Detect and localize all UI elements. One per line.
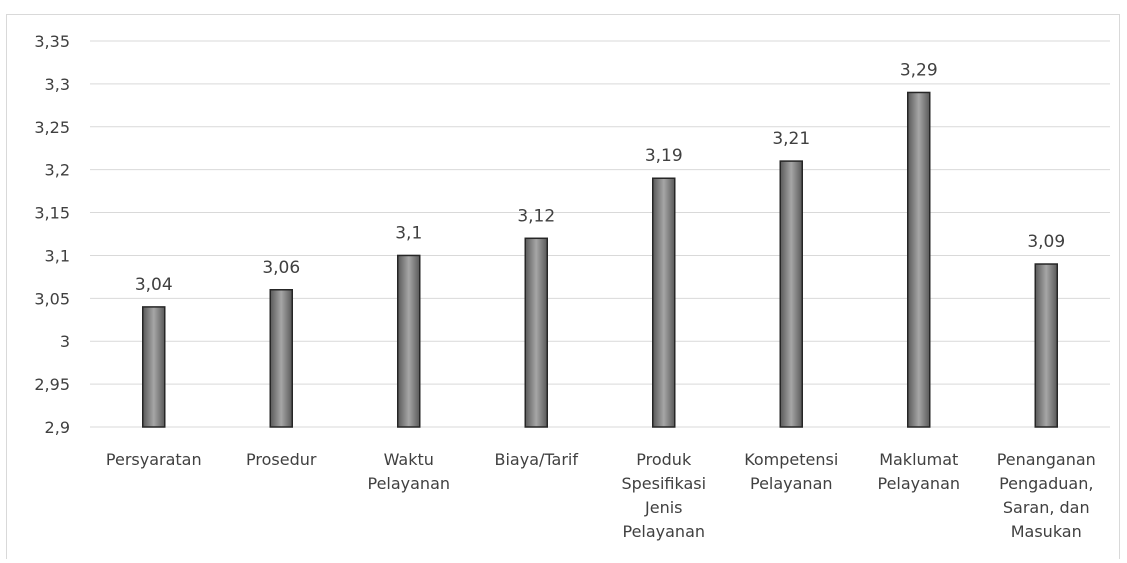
bar <box>524 237 548 428</box>
bar <box>269 289 293 428</box>
y-tick-label: 2,95 <box>34 375 70 394</box>
x-category-label: Penanganan Pengaduan, Saran, dan Masukan <box>997 450 1096 541</box>
y-tick-label: 2,9 <box>45 418 70 437</box>
data-label: 3,06 <box>262 258 300 278</box>
data-label: 3,29 <box>900 60 938 80</box>
y-tick-label: 3 <box>60 332 70 351</box>
bar <box>142 306 166 428</box>
x-category-label: Biaya/Tarif <box>495 450 579 469</box>
y-tick-label: 3,1 <box>45 246 70 265</box>
y-tick-label: 3,05 <box>34 289 70 308</box>
gridlines <box>90 40 1110 428</box>
bar <box>779 160 803 428</box>
y-tick-label: 3,3 <box>45 75 70 94</box>
y-tick-label: 3,2 <box>45 161 70 180</box>
x-category-label: Prosedur <box>246 450 317 469</box>
y-tick-label: 3,35 <box>34 32 70 51</box>
chart-frame <box>6 14 1120 559</box>
x-category-label: Kompetensi Pelayanan <box>744 450 838 493</box>
y-axis-tick-labels: 2,9 2,95 3 3,05 3,1 3,15 3,2 3,25 3,3 3,35 <box>34 32 70 437</box>
data-label: 3,12 <box>517 206 555 226</box>
bar <box>1034 263 1058 428</box>
x-category-label: Maklumat Pelayanan <box>877 450 960 493</box>
bar <box>652 177 676 428</box>
data-labels: 3,04 3,06 3,1 3,12 3,19 3,21 3,29 3,09 <box>135 60 1065 294</box>
data-label: 3,21 <box>772 129 810 149</box>
x-category-label: Waktu Pelayanan <box>367 450 450 493</box>
bars <box>142 91 1058 428</box>
x-category-label: Produk Spesifikasi Jenis Pelayanan <box>621 450 706 541</box>
data-label: 3,1 <box>395 223 422 243</box>
x-axis-category-labels: Persyaratan Prosedur Waktu Pelayanan Biaya/T… <box>106 450 1096 541</box>
bar <box>907 91 931 428</box>
y-tick-label: 3,25 <box>34 118 70 137</box>
x-category-label: Persyaratan <box>106 450 202 469</box>
y-tick-label: 3,15 <box>34 204 70 223</box>
data-label: 3,09 <box>1027 232 1065 252</box>
data-label: 3,19 <box>645 146 683 166</box>
bar <box>397 254 421 428</box>
data-label: 3,04 <box>135 275 173 295</box>
